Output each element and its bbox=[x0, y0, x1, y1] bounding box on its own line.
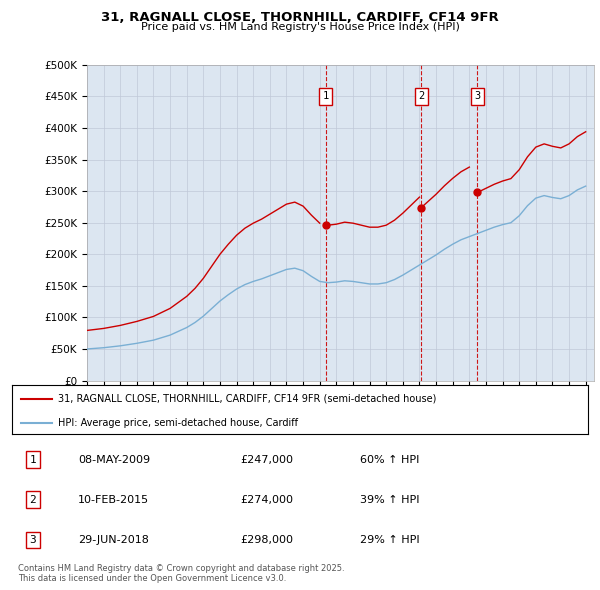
Text: 3: 3 bbox=[475, 91, 481, 101]
Text: 29% ↑ HPI: 29% ↑ HPI bbox=[360, 535, 419, 545]
Text: 60% ↑ HPI: 60% ↑ HPI bbox=[360, 455, 419, 464]
Text: 3: 3 bbox=[29, 535, 37, 545]
Text: 29-JUN-2018: 29-JUN-2018 bbox=[78, 535, 149, 545]
Text: £274,000: £274,000 bbox=[240, 495, 293, 504]
Text: 39% ↑ HPI: 39% ↑ HPI bbox=[360, 495, 419, 504]
Text: £247,000: £247,000 bbox=[240, 455, 293, 464]
Text: 10-FEB-2015: 10-FEB-2015 bbox=[78, 495, 149, 504]
Text: 1: 1 bbox=[323, 91, 329, 101]
Text: Price paid vs. HM Land Registry's House Price Index (HPI): Price paid vs. HM Land Registry's House … bbox=[140, 22, 460, 32]
Text: HPI: Average price, semi-detached house, Cardiff: HPI: Average price, semi-detached house,… bbox=[58, 418, 298, 428]
Text: 1: 1 bbox=[29, 455, 37, 464]
Text: 08-MAY-2009: 08-MAY-2009 bbox=[78, 455, 150, 464]
Text: 2: 2 bbox=[418, 91, 424, 101]
Text: £298,000: £298,000 bbox=[240, 535, 293, 545]
Text: Contains HM Land Registry data © Crown copyright and database right 2025.
This d: Contains HM Land Registry data © Crown c… bbox=[18, 563, 344, 583]
Text: 31, RAGNALL CLOSE, THORNHILL, CARDIFF, CF14 9FR (semi-detached house): 31, RAGNALL CLOSE, THORNHILL, CARDIFF, C… bbox=[58, 394, 436, 404]
Text: 2: 2 bbox=[29, 495, 37, 504]
Text: 31, RAGNALL CLOSE, THORNHILL, CARDIFF, CF14 9FR: 31, RAGNALL CLOSE, THORNHILL, CARDIFF, C… bbox=[101, 11, 499, 24]
